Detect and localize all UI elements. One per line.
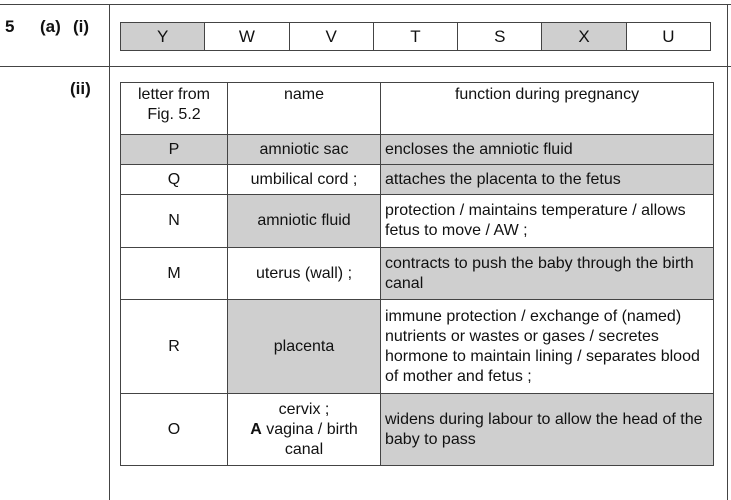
row-function: attaches the placenta to the fetus [380, 164, 714, 195]
letter-cell: T [372, 22, 459, 51]
row-function: widens during labour to allow the head o… [380, 393, 714, 466]
row-name: placenta [227, 299, 381, 394]
letter-cell: V [288, 22, 374, 51]
question-number: 5 [5, 17, 15, 36]
header-name: name [227, 82, 381, 135]
table-row: R placenta immune protection / exchange … [120, 299, 714, 394]
row-name: amniotic sac [227, 134, 381, 165]
right-margin-rule [727, 4, 728, 500]
letter-cell: W [204, 22, 290, 51]
row-name: uterus (wall) ; [227, 247, 381, 300]
letter-cell: U [625, 22, 712, 51]
table-row: Q umbilical cord ; attaches the placenta… [120, 164, 714, 195]
row-function: encloses the amniotic fluid [380, 134, 714, 165]
row-function: contracts to push the baby through the b… [380, 247, 714, 300]
letter-cell: X [541, 22, 627, 51]
letters-table: Y W V T S X U [119, 22, 712, 51]
row-name-cell: cervix ; A vagina / birth canal [227, 393, 381, 466]
part-ii-label: (ii) [70, 79, 91, 98]
alternative-marker: A [250, 420, 262, 438]
part-i-label: (i) [73, 17, 90, 36]
row-name-line2: A vagina / birth canal [232, 420, 376, 460]
table-row: N amniotic fluid protection / maintains … [120, 194, 714, 248]
row-function: immune protection / exchange of (named) … [380, 299, 714, 394]
header-letter: letter from Fig. 5.2 [120, 82, 228, 135]
section-rule [0, 66, 731, 67]
row-name-line1: cervix ; [278, 400, 330, 418]
row-letter: M [120, 247, 228, 300]
row-letter: P [120, 134, 228, 165]
letters-row: Y W V T S X U [119, 22, 712, 51]
answer-table: letter from Fig. 5.2 name function durin… [120, 82, 714, 466]
letter-cell: Y [119, 22, 206, 51]
table-row: P amniotic sac encloses the amniotic flu… [120, 134, 714, 165]
part-a-label: (a) [40, 17, 61, 36]
header-function: function during pregnancy [380, 82, 714, 135]
left-margin-rule [109, 4, 110, 500]
letter-cell: S [457, 22, 543, 51]
row-name: umbilical cord ; [227, 164, 381, 195]
row-name: vagina / birth canal [266, 420, 358, 458]
row-letter: R [120, 299, 228, 394]
row-letter: N [120, 194, 228, 248]
row-name: amniotic fluid [227, 194, 381, 248]
row-letter: Q [120, 164, 228, 195]
row-function: protection / maintains temperature / all… [380, 194, 714, 248]
top-rule [0, 4, 731, 5]
header-row: letter from Fig. 5.2 name function durin… [120, 82, 714, 135]
row-letter: O [120, 393, 228, 466]
table-row: O cervix ; A vagina / birth canal widens… [120, 393, 714, 466]
table-row: M uterus (wall) ; contracts to push the … [120, 247, 714, 300]
